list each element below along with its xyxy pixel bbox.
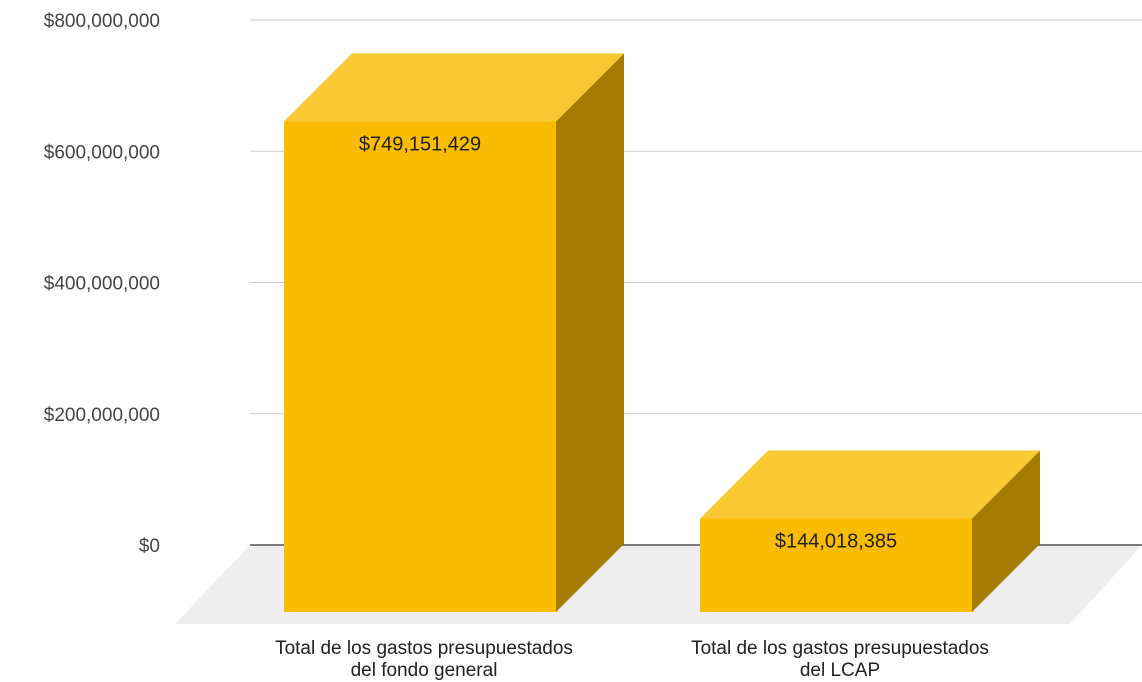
y-tick-label: $0 <box>139 536 160 557</box>
y-tick-label: $600,000,000 <box>44 142 160 163</box>
bar-top <box>284 53 624 122</box>
x-tick-label: Total de los gastos presupuestados del fo… <box>275 638 573 681</box>
y-axis: $0 $200,000,000 $400,000,000 $600,000,000 $8… <box>44 11 160 557</box>
x-tick-label-line: Total de los gastos presupuestados <box>691 638 989 659</box>
data-label: $749,151,429 <box>359 133 481 155</box>
y-tick-label: $800,000,000 <box>44 11 160 32</box>
x-tick-label-line: del LCAP <box>800 660 880 681</box>
bar: $144,018,385 <box>700 450 1040 612</box>
y-tick-label: $400,000,000 <box>44 274 160 295</box>
x-tick-label: Total de los gastos presupuestados del LC… <box>691 638 989 681</box>
bar-top <box>700 450 1040 519</box>
bar: $749,151,429 <box>284 53 624 612</box>
bars: $749,151,429 $144,018,385 <box>284 53 1040 612</box>
y-tick-label: $200,000,000 <box>44 405 160 426</box>
bar-side <box>556 53 624 612</box>
x-axis: Total de los gastos presupuestados del fo… <box>275 638 989 681</box>
bar-side <box>972 450 1040 612</box>
x-tick-label-line: del fondo general <box>351 660 498 681</box>
bar-front <box>700 518 972 612</box>
x-tick-label-line: Total de los gastos presupuestados <box>275 638 573 659</box>
data-label: $144,018,385 <box>775 530 897 552</box>
bar-front <box>284 121 556 612</box>
